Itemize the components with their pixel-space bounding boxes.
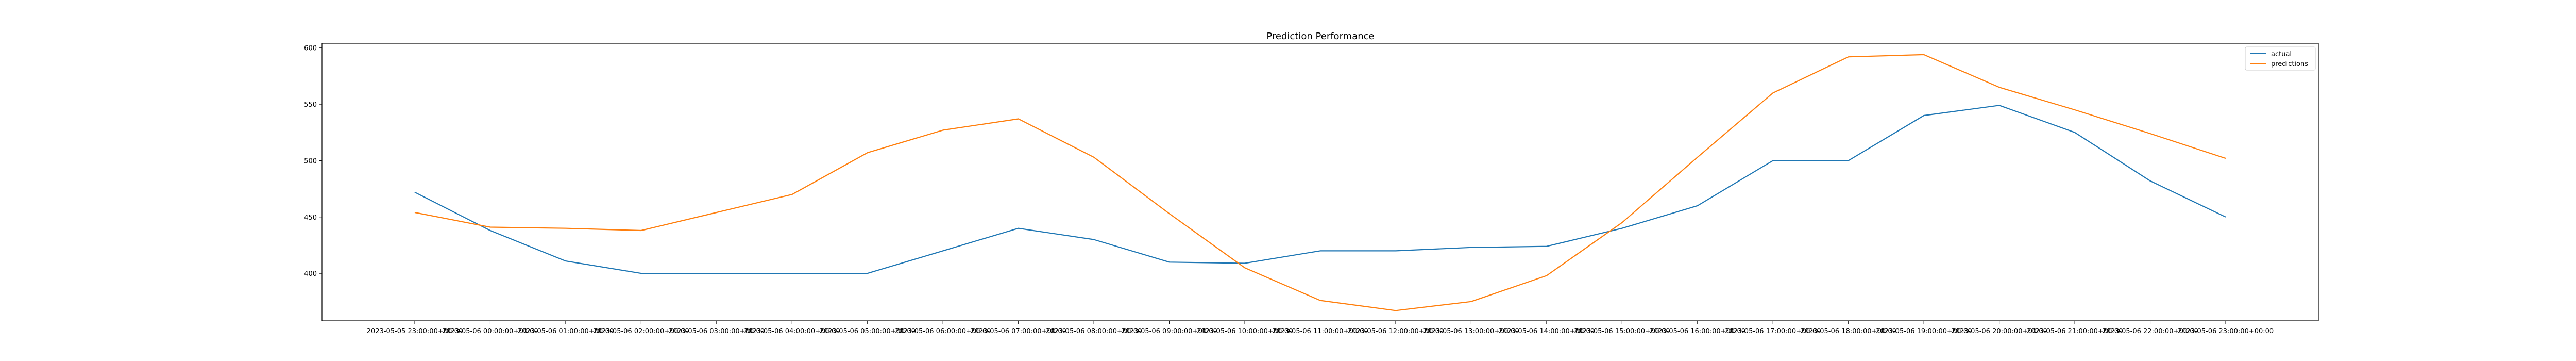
chart-title: Prediction Performance [1266, 31, 1374, 42]
x-tick-label: 2023-05-06 17:00:00+00:00 [1725, 327, 1821, 335]
series-layer [414, 54, 2226, 311]
x-tick-label: 2023-05-05 23:00:00+00:00 [367, 327, 463, 335]
x-tick-label: 2023-05-06 16:00:00+00:00 [1650, 327, 1745, 335]
legend-label-predictions: predictions [2271, 60, 2308, 68]
x-tick-label: 2023-05-06 19:00:00+00:00 [1876, 327, 1972, 335]
y-tick-label: 550 [304, 101, 317, 109]
x-tick-label: 2023-05-06 06:00:00+00:00 [895, 327, 991, 335]
x-tick-label: 2023-05-06 04:00:00+00:00 [744, 327, 840, 335]
legend: actual predictions [2245, 46, 2316, 71]
x-tick-label: 2023-05-06 03:00:00+00:00 [669, 327, 765, 335]
x-tick-label: 2023-05-06 22:00:00+00:00 [2102, 327, 2198, 335]
x-tick-label: 2023-05-06 05:00:00+00:00 [820, 327, 916, 335]
x-tick-label: 2023-05-06 20:00:00+00:00 [1951, 327, 2047, 335]
legend-label-actual: actual [2271, 51, 2292, 58]
plot-area [321, 43, 2319, 321]
x-tick-label: 2023-05-06 07:00:00+00:00 [970, 327, 1066, 335]
x-tick-label: 2023-05-06 12:00:00+00:00 [1348, 327, 1444, 335]
x-tick-label: 2023-05-06 09:00:00+00:00 [1121, 327, 1217, 335]
y-axis: 400 450 500 550 600 [304, 45, 322, 278]
x-tick-label: 2023-05-06 00:00:00+00:00 [442, 327, 538, 335]
x-tick-label: 2023-05-06 14:00:00+00:00 [1499, 327, 1595, 335]
x-tick-label: 2023-05-06 08:00:00+00:00 [1046, 327, 1142, 335]
series-line-predictions [414, 54, 2226, 311]
x-tick-label: 2023-05-06 11:00:00+00:00 [1272, 327, 1368, 335]
x-tick-label: 2023-05-06 15:00:00+00:00 [1574, 327, 1670, 335]
x-tick-label: 2023-05-06 18:00:00+00:00 [1800, 327, 1896, 335]
y-tick-label: 600 [304, 45, 317, 53]
x-tick-label: 2023-05-06 02:00:00+00:00 [593, 327, 689, 335]
x-tick-label: 2023-05-06 13:00:00+00:00 [1423, 327, 1519, 335]
series-line-actual [414, 105, 2226, 274]
x-tick-label: 2023-05-06 01:00:00+00:00 [518, 327, 614, 335]
x-tick-label: 2023-05-06 23:00:00+00:00 [2178, 327, 2274, 335]
y-tick-label: 450 [304, 214, 317, 222]
x-tick-label: 2023-05-06 10:00:00+00:00 [1197, 327, 1293, 335]
y-tick-label: 500 [304, 157, 317, 165]
legend-box [2245, 46, 2316, 71]
y-tick-label: 400 [304, 270, 317, 278]
x-tick-label: 2023-05-06 21:00:00+00:00 [2027, 327, 2123, 335]
